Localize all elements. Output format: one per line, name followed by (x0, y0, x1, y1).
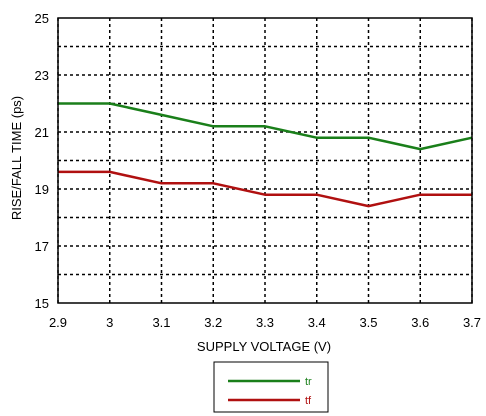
legend-label-tr: tr (305, 376, 312, 388)
x-tick-label: 3.5 (359, 315, 377, 330)
x-tick-label: 3.1 (152, 315, 170, 330)
series-line-tf (58, 170, 472, 208)
x-tick-label: 3 (106, 315, 113, 330)
x-axis-label: SUPPLY VOLTAGE (V) (197, 339, 331, 354)
grid-lines (57, 18, 473, 303)
x-tick-label: 3.7 (463, 315, 481, 330)
y-tick-label: 17 (35, 239, 49, 254)
legend: tr tf (213, 361, 329, 413)
legend-box (213, 361, 329, 413)
data-series (58, 102, 473, 208)
y-tick-label: 21 (35, 125, 49, 140)
x-tick-label: 3.2 (204, 315, 222, 330)
tick-labels: 2.9 3 3.1 3.2 3.3 3.4 3.5 3.6 3.7 15 17 19 21 23 25 (35, 11, 482, 330)
legend-label-tf: tf (305, 395, 312, 407)
x-tick-label: 3.4 (308, 315, 326, 330)
x-tick-label: 3.6 (411, 315, 429, 330)
x-tick-label: 3.3 (256, 315, 274, 330)
y-tick-label: 15 (35, 296, 49, 311)
y-axis-label: RISE/FALL TIME (ps) (9, 96, 24, 220)
y-tick-label: 25 (35, 11, 49, 26)
y-tick-label: 23 (35, 68, 49, 83)
y-tick-label: 19 (35, 182, 49, 197)
series-line-tr (58, 102, 473, 151)
plot-frame (57, 17, 473, 304)
x-tick-label: 2.9 (49, 315, 67, 330)
